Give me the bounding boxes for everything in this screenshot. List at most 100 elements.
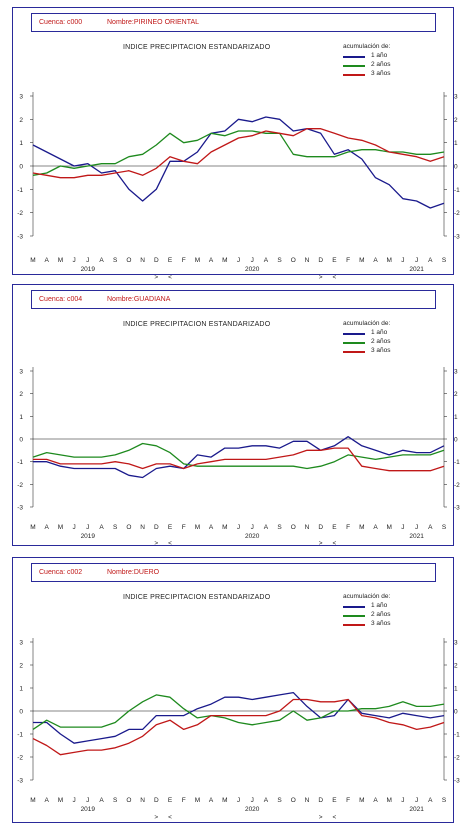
legend-item-3-anos: 3 años (343, 347, 391, 356)
x-tick-label: M (195, 257, 200, 264)
period-marker: < (333, 274, 337, 281)
x-tick-label: A (264, 524, 269, 531)
period-marker: < (333, 814, 337, 821)
x-tick-label: A (428, 257, 433, 264)
chart-title: INDICE PRECIPITACION ESTANDARIZADO (123, 321, 271, 328)
x-tick-label: F (182, 797, 186, 804)
period-marker: > (319, 540, 323, 547)
x-tick-label: N (140, 797, 145, 804)
y-tick-label: -1 (17, 187, 23, 194)
x-tick-label: F (182, 257, 186, 264)
x-tick-label: S (113, 257, 118, 264)
y-tick-label: 3 (19, 640, 23, 647)
legend-label: 1 año (371, 602, 388, 609)
x-tick-label: J (72, 797, 75, 804)
chart-panel-duero: Cuenca: c002 Nombre:DUERO INDICE PRECIPI… (12, 557, 460, 823)
x-tick-label: O (291, 257, 296, 264)
plot-area: 3 3 2 2 1 1 0 0 -1 -1 -2 -2 -3 -3 M A M J J A S O N D E F M A M J J A S O… (17, 638, 460, 821)
x-year-label: 2019 (81, 806, 96, 813)
y-tick-label: -2 (454, 482, 460, 489)
y-tick-label: -2 (454, 755, 460, 762)
x-tick-label: M (58, 797, 63, 804)
period-marker: > (319, 274, 323, 281)
legend-label: 1 año (371, 329, 388, 336)
x-tick-label: A (45, 797, 50, 804)
basin-header: Cuenca: c004 Nombre:GUADIANA (31, 290, 436, 309)
x-tick-label: S (442, 524, 447, 531)
legend-swatch (343, 65, 365, 67)
basin-header: Cuenca: c002 Nombre:DUERO (31, 563, 436, 582)
y-tick-label: 2 (454, 663, 458, 670)
x-tick-label: M (30, 257, 35, 264)
y-tick-label: -3 (454, 505, 460, 512)
y-tick-label: -3 (17, 778, 23, 785)
period-marker: > (154, 540, 158, 547)
x-tick-label: S (442, 797, 447, 804)
legend-item-1-ano: 1 año (343, 602, 390, 611)
basin-code: Cuenca: c004 (39, 296, 83, 303)
chart-title: INDICE PRECIPITACION ESTANDARIZADO (123, 44, 271, 51)
legend-title: acumulación de: (343, 593, 391, 600)
series-line-2-anos (32, 442, 445, 470)
x-tick-label: D (318, 524, 323, 531)
y-tick-label: -3 (454, 234, 460, 241)
x-tick-label: A (99, 257, 104, 264)
legend-item-3-anos: 3 años (343, 620, 391, 629)
x-tick-label: S (113, 797, 118, 804)
legend-swatch (343, 624, 365, 626)
series-line-3-anos (32, 128, 445, 179)
y-tick-label: 2 (454, 391, 458, 398)
x-tick-label: N (140, 524, 145, 531)
x-tick-label: E (332, 257, 337, 264)
period-marker: < (168, 274, 172, 281)
x-tick-label: N (305, 797, 310, 804)
x-tick-label: M (359, 257, 364, 264)
plot-area: 3 3 2 2 1 1 0 0 -1 -1 -2 -2 -3 -3 M A M J J A S O N D E F M A M J J A S O… (17, 92, 460, 281)
chart-panel-pirineo: Cuenca: c000 Nombre:PIRINEO ORIENTAL IND… (12, 7, 460, 281)
x-tick-label: S (113, 524, 118, 531)
period-marker: < (333, 540, 337, 547)
x-tick-label: D (154, 524, 159, 531)
x-tick-label: S (277, 524, 282, 531)
legend-label: 2 años (371, 338, 391, 345)
x-tick-label: A (373, 257, 378, 264)
series-line-3-anos (33, 447, 445, 472)
legend-swatch (343, 615, 365, 617)
x-tick-label: M (30, 797, 35, 804)
x-tick-label: S (277, 257, 282, 264)
y-tick-label: -2 (17, 482, 23, 489)
y-tick-label: 0 (454, 164, 458, 171)
x-tick-label: J (86, 257, 89, 264)
x-tick-label: J (401, 257, 404, 264)
x-tick-label: F (346, 257, 350, 264)
legend-swatch (343, 56, 365, 58)
y-tick-label: 0 (19, 437, 23, 444)
x-tick-label: N (140, 257, 145, 264)
x-tick-label: O (126, 524, 131, 531)
x-tick-label: J (72, 524, 75, 531)
y-tick-label: 1 (19, 414, 23, 421)
x-tick-label: O (291, 797, 296, 804)
x-tick-label: J (415, 797, 418, 804)
y-tick-label: 0 (19, 709, 23, 716)
y-tick-label: 3 (454, 640, 458, 647)
y-tick-label: -3 (17, 505, 23, 512)
basin-header: Cuenca: c000 Nombre:PIRINEO ORIENTAL (31, 13, 436, 32)
y-tick-label: 0 (454, 709, 458, 716)
x-tick-label: S (277, 797, 282, 804)
x-tick-label: A (99, 524, 104, 531)
x-tick-label: A (209, 524, 214, 531)
y-tick-label: -2 (17, 210, 23, 217)
x-tick-label: E (168, 797, 173, 804)
y-tick-label: -2 (17, 755, 23, 762)
legend: acumulación de: 1 año 2 años 3 años (343, 320, 391, 356)
legend-swatch (343, 351, 365, 353)
x-tick-label: A (209, 797, 214, 804)
x-tick-label: J (415, 524, 418, 531)
x-tick-label: M (222, 257, 227, 264)
x-tick-label: J (251, 797, 254, 804)
legend-label: 3 años (371, 70, 391, 77)
legend-swatch (343, 342, 365, 344)
series-line-1-ano (33, 436, 445, 479)
y-tick-label: -3 (17, 234, 23, 241)
